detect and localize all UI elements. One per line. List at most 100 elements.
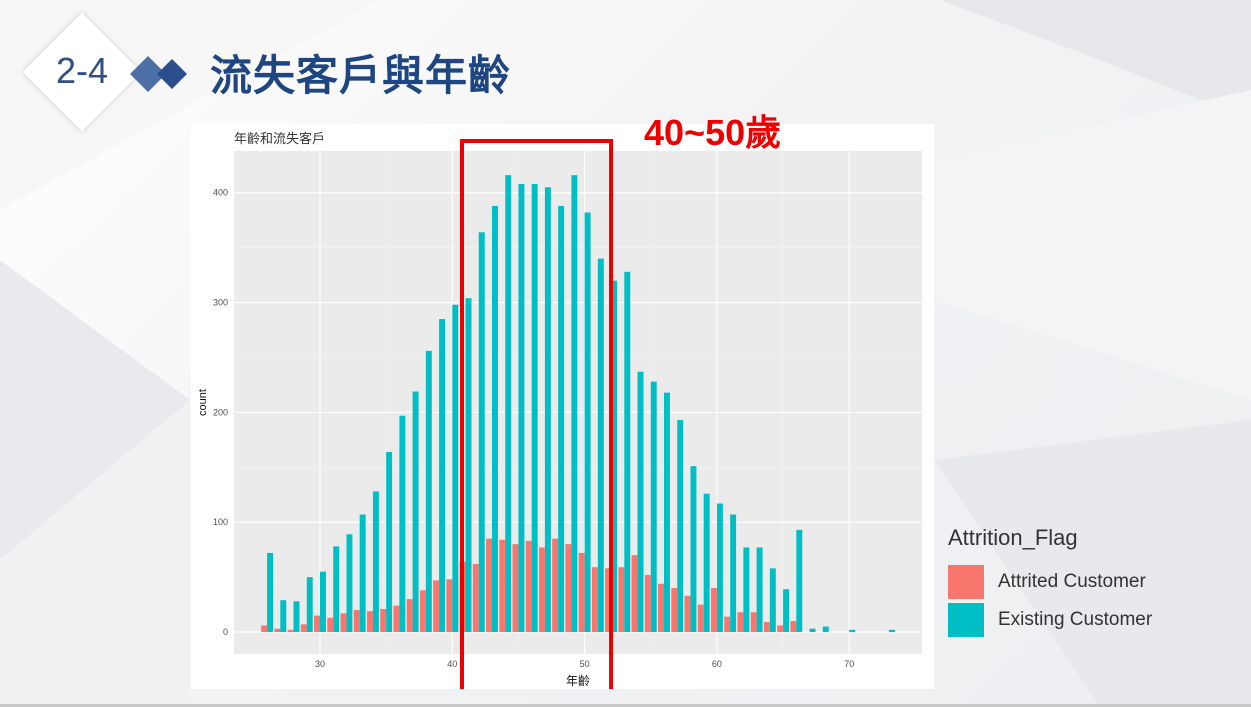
legend-title: Attrition_Flag xyxy=(948,525,1188,551)
bar-existing xyxy=(889,630,895,632)
bar-attrited xyxy=(552,539,558,632)
slide-title: 流失客戶與年齡 xyxy=(210,42,511,103)
bar-attrited xyxy=(433,580,439,632)
bar-attrited xyxy=(354,610,360,632)
bar-existing xyxy=(717,504,723,632)
legend-swatch-attrited xyxy=(948,565,984,599)
bar-existing xyxy=(320,572,326,632)
bar-existing xyxy=(294,601,300,632)
bar-attrited xyxy=(380,609,386,632)
bar-attrited xyxy=(685,596,691,632)
chart-title: 年齡和流失客戶 xyxy=(234,131,325,147)
bar-attrited xyxy=(777,625,783,632)
bar-existing xyxy=(439,319,445,632)
x-tick-label: 50 xyxy=(580,659,590,669)
bar-attrited xyxy=(579,553,585,632)
bar-existing xyxy=(479,232,485,632)
bar-attrited xyxy=(314,616,320,632)
bar-existing xyxy=(399,416,405,632)
double-diamond-icon xyxy=(130,56,192,92)
y-tick-label: 400 xyxy=(213,188,228,198)
bar-attrited xyxy=(539,547,545,632)
bar-existing xyxy=(730,515,736,633)
bar-existing xyxy=(704,494,710,632)
x-tick-label: 70 xyxy=(844,659,854,669)
bar-existing xyxy=(492,206,498,632)
bar-existing xyxy=(571,175,577,632)
bar-existing xyxy=(624,272,630,632)
bar-attrited xyxy=(658,584,664,632)
bar-attrited xyxy=(698,605,704,632)
bar-existing xyxy=(505,175,511,632)
legend-label-attrited: Attrited Customer xyxy=(998,571,1146,593)
bar-existing xyxy=(280,600,286,632)
bar-existing xyxy=(452,305,458,632)
bar-existing xyxy=(796,530,802,632)
x-tick-label: 30 xyxy=(315,659,325,669)
x-axis-label: 年齡 xyxy=(566,674,590,688)
bar-existing xyxy=(849,630,855,632)
bar-attrited xyxy=(565,544,571,632)
bar-existing xyxy=(664,393,670,632)
bar-attrited xyxy=(737,612,743,632)
bar-attrited xyxy=(301,624,307,632)
bar-attrited xyxy=(764,622,770,632)
bar-attrited xyxy=(790,621,796,632)
bar-attrited xyxy=(486,539,492,632)
bar-attrited xyxy=(420,590,426,632)
bar-attrited xyxy=(288,630,294,632)
bar-existing xyxy=(638,372,644,632)
y-tick-label: 200 xyxy=(213,407,228,417)
bar-attrited xyxy=(499,540,505,632)
bar-existing xyxy=(757,547,763,632)
y-axis-label: count xyxy=(197,389,209,416)
bar-attrited xyxy=(473,564,479,632)
y-tick-label: 100 xyxy=(213,517,228,527)
legend-item-existing: Existing Customer xyxy=(948,601,1188,639)
bar-existing xyxy=(823,627,829,632)
bar-attrited xyxy=(618,567,624,632)
legend-item-attrited: Attrited Customer xyxy=(948,563,1188,601)
x-tick-label: 60 xyxy=(712,659,722,669)
bar-existing xyxy=(346,534,352,632)
bar-attrited xyxy=(513,544,519,632)
bar-attrited xyxy=(261,625,267,632)
bar-existing xyxy=(585,213,591,633)
bar-existing xyxy=(386,452,392,632)
bar-attrited xyxy=(341,613,347,632)
bar-attrited xyxy=(671,588,677,632)
bar-attrited xyxy=(645,575,651,632)
bar-attrited xyxy=(407,599,413,632)
bar-existing xyxy=(532,184,538,632)
bar-existing xyxy=(545,187,551,632)
chart-panel: 0 100 200 300 400 30 40 50 60 70 年齡和流失客戶 年齡 count xyxy=(191,124,934,689)
bar-existing xyxy=(267,553,273,632)
bar-existing xyxy=(743,547,749,632)
bar-existing xyxy=(558,206,564,632)
x-tick-label: 40 xyxy=(447,659,457,669)
chart-legend: Attrition_Flag Attrited Customer Existin… xyxy=(948,525,1188,639)
bar-existing xyxy=(426,351,432,632)
bar-existing xyxy=(413,392,419,633)
bar-existing xyxy=(333,546,339,632)
legend-label-existing: Existing Customer xyxy=(998,609,1152,631)
bar-existing xyxy=(307,577,313,632)
bar-existing xyxy=(810,629,816,632)
y-tick-label: 300 xyxy=(213,298,228,308)
bar-existing xyxy=(518,184,524,632)
bar-attrited xyxy=(526,541,532,632)
bar-attrited xyxy=(751,612,757,632)
bar-existing xyxy=(598,259,604,632)
bar-attrited xyxy=(446,579,452,632)
bar-existing xyxy=(677,420,683,632)
bar-existing xyxy=(373,491,379,632)
bar-attrited xyxy=(592,567,598,632)
bar-attrited xyxy=(367,611,373,632)
bar-existing xyxy=(360,515,366,633)
bar-existing xyxy=(690,466,696,632)
bar-attrited xyxy=(724,617,730,632)
age-range-annotation: 40~50歲 xyxy=(644,104,781,156)
bar-attrited xyxy=(393,606,399,632)
bar-existing xyxy=(651,382,657,632)
bar-attrited xyxy=(632,555,638,632)
